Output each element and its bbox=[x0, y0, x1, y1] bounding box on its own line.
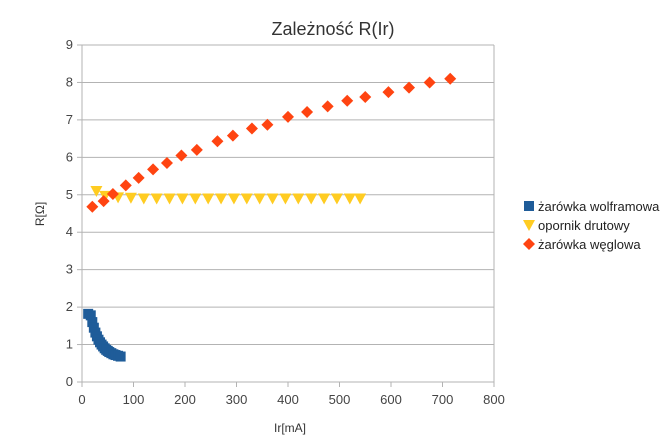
data-point-diamond bbox=[359, 91, 372, 104]
data-point-diamond bbox=[444, 72, 457, 85]
legend-marker-triangle-down bbox=[523, 220, 535, 231]
data-point-diamond bbox=[382, 86, 395, 99]
data-point-diamond bbox=[282, 110, 294, 123]
data-point-triangle-down bbox=[137, 193, 150, 205]
data-point-triangle-down bbox=[163, 193, 176, 205]
y-axis-label: R[Ω] bbox=[33, 202, 47, 226]
data-point-triangle-down bbox=[227, 193, 240, 205]
data-point-square bbox=[115, 351, 126, 362]
data-point-triangle-down bbox=[343, 193, 356, 205]
x-tick-label: 200 bbox=[174, 392, 196, 407]
x-axis-ticks: 0 100 200 300 400 500 600 700 800 bbox=[78, 382, 505, 407]
data-point-diamond bbox=[301, 106, 314, 119]
data-point-triangle-down bbox=[90, 186, 103, 198]
data-point-square bbox=[85, 310, 96, 321]
data-point-diamond bbox=[261, 118, 274, 131]
data-point-square bbox=[87, 317, 98, 328]
y-tick-label: 9 bbox=[66, 37, 73, 52]
data-point-diamond bbox=[403, 81, 416, 94]
data-point-triangle-down bbox=[189, 193, 202, 205]
legend-entry-label: żarówka węglowa bbox=[538, 237, 641, 252]
y-tick-label: 2 bbox=[66, 299, 73, 314]
data-point-diamond bbox=[106, 188, 119, 201]
y-tick-label: 6 bbox=[66, 149, 73, 164]
data-point-diamond bbox=[190, 143, 203, 156]
y-tick-label: 3 bbox=[66, 262, 73, 277]
x-tick-label: 500 bbox=[329, 392, 351, 407]
data-point-triangle-down bbox=[305, 193, 318, 205]
legend-entry-label: żarówka wolframowa bbox=[538, 199, 660, 214]
y-tick-label: 7 bbox=[66, 112, 73, 127]
data-point-diamond bbox=[226, 129, 239, 142]
y-tick-label: 4 bbox=[66, 224, 73, 239]
data-point-triangle-down bbox=[253, 193, 266, 205]
x-tick-label: 300 bbox=[226, 392, 248, 407]
x-tick-label: 600 bbox=[380, 392, 402, 407]
data-point-diamond bbox=[175, 149, 188, 162]
x-tick-label: 100 bbox=[123, 392, 145, 407]
data-point-diamond bbox=[341, 94, 354, 107]
data-point-diamond bbox=[211, 135, 224, 148]
y-axis-ticks: 0 1 2 3 4 5 6 7 8 9 bbox=[66, 37, 82, 389]
chart-title: Zależność R(Ir) bbox=[271, 19, 394, 39]
x-tick-label: 0 bbox=[78, 392, 85, 407]
x-axis-label: Ir[mA] bbox=[274, 421, 306, 435]
plot-background bbox=[82, 45, 494, 382]
x-tick-label: 400 bbox=[277, 392, 299, 407]
data-point-triangle-down bbox=[330, 193, 343, 205]
data-point-triangle-down bbox=[150, 193, 163, 205]
data-point-triangle-down bbox=[176, 193, 189, 205]
legend-marker-square bbox=[524, 201, 534, 211]
data-point-diamond bbox=[321, 100, 334, 113]
y-tick-label: 0 bbox=[66, 374, 73, 389]
data-point-diamond bbox=[147, 163, 160, 176]
legend-entry-label: opornik drutowy bbox=[538, 218, 630, 233]
data-point-triangle-down bbox=[354, 193, 367, 205]
x-tick-label: 700 bbox=[432, 392, 454, 407]
data-point-triangle-down bbox=[279, 193, 292, 205]
data-point-diamond bbox=[245, 122, 258, 135]
y-tick-label: 5 bbox=[66, 187, 73, 202]
data-points bbox=[83, 72, 457, 362]
data-point-triangle-down bbox=[215, 193, 228, 205]
data-point-triangle-down bbox=[266, 193, 279, 205]
data-point-diamond bbox=[97, 195, 110, 208]
y-tick-label: 1 bbox=[66, 337, 73, 352]
data-point-triangle-down bbox=[202, 193, 215, 205]
data-point-triangle-down bbox=[318, 193, 331, 205]
data-point-diamond bbox=[423, 76, 436, 89]
x-tick-label: 800 bbox=[483, 392, 505, 407]
data-point-triangle-down bbox=[292, 193, 305, 205]
data-point-diamond bbox=[119, 179, 132, 192]
legend: żarówka wolframowa opornik drutowy żarówka… bbox=[523, 199, 660, 252]
data-point-diamond bbox=[132, 171, 145, 184]
legend-marker-diamond bbox=[523, 238, 535, 250]
data-point-triangle-down bbox=[124, 192, 137, 204]
data-point-diamond bbox=[86, 200, 99, 213]
data-point-diamond bbox=[160, 156, 173, 169]
plot-area: 0 1 2 3 4 5 6 7 8 9 0 100 200 300 400 500 600 700 800 bbox=[66, 37, 505, 407]
data-point-triangle-down bbox=[240, 193, 253, 205]
y-tick-label: 8 bbox=[66, 74, 73, 89]
